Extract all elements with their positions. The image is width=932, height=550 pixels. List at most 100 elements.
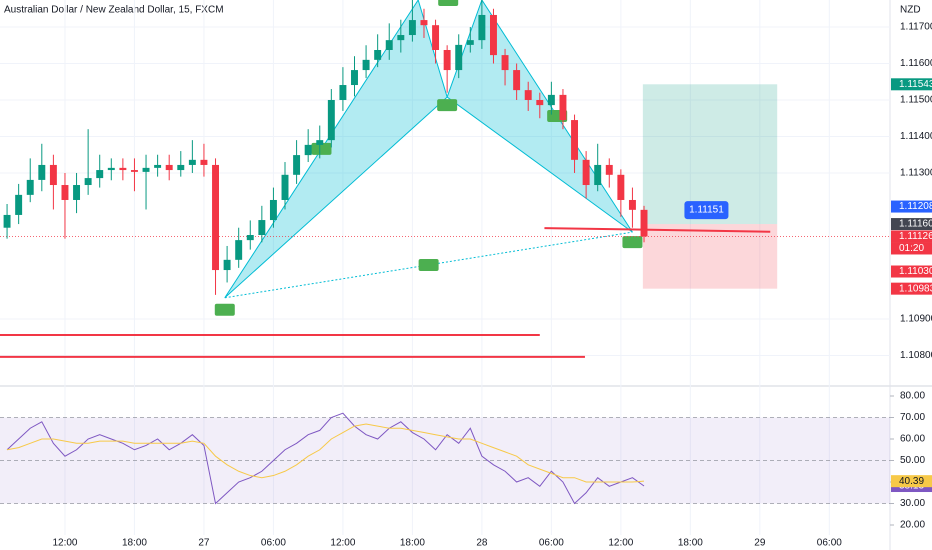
candle-body bbox=[223, 259, 231, 271]
candle-body bbox=[605, 164, 613, 175]
candle-body bbox=[501, 55, 509, 71]
candle-body bbox=[107, 167, 115, 171]
candle-body bbox=[84, 178, 92, 186]
candle-body bbox=[478, 14, 486, 41]
candle-body bbox=[258, 220, 266, 236]
x-tick-label: 27 bbox=[198, 538, 210, 549]
candle-body bbox=[154, 164, 162, 168]
candle-body bbox=[73, 185, 81, 200]
price-tag bbox=[891, 78, 932, 91]
horizontal-line bbox=[544, 227, 771, 233]
y-tick-label: 1.10800 bbox=[900, 350, 932, 361]
candle-body bbox=[408, 20, 416, 36]
candle-body bbox=[281, 174, 289, 200]
price-tag-label: 1.11208 bbox=[899, 201, 932, 212]
countdown-tag bbox=[891, 242, 932, 255]
candle-body bbox=[212, 164, 219, 271]
y-tick-label: 1.11500 bbox=[900, 95, 932, 106]
x-tick-label: 06:00 bbox=[539, 538, 564, 549]
price-tag-label: 1.11543 bbox=[899, 79, 932, 90]
pattern-label bbox=[214, 303, 235, 316]
price-tag bbox=[891, 218, 932, 231]
candle-body bbox=[582, 159, 590, 186]
callout-box bbox=[684, 201, 729, 220]
candle-body bbox=[524, 90, 532, 100]
x-tick-label: 18:00 bbox=[400, 538, 425, 549]
rsi-tick-label: 70.00 bbox=[900, 412, 925, 423]
candle-body bbox=[443, 49, 451, 71]
candle-body bbox=[304, 144, 312, 156]
price-tag-label: 1.11160 bbox=[899, 219, 932, 230]
candle-body bbox=[432, 25, 440, 50]
stop-zone bbox=[642, 224, 778, 289]
candle-body bbox=[316, 140, 324, 145]
x-tick-label: 18:00 bbox=[122, 538, 147, 549]
candle-body bbox=[119, 167, 127, 171]
x-tick-label: 12:00 bbox=[330, 538, 355, 549]
candle-body bbox=[489, 14, 497, 56]
price-tag-label: 1.11030 bbox=[899, 266, 932, 277]
candle-body bbox=[617, 174, 625, 200]
rsi-tick-label: 60.00 bbox=[900, 434, 925, 445]
rsi-tick-label: 30.00 bbox=[900, 498, 925, 509]
candle-body bbox=[269, 199, 277, 221]
candle-body bbox=[293, 155, 301, 175]
rsi-line bbox=[6, 423, 645, 483]
candle-body bbox=[397, 35, 405, 41]
candle-body bbox=[15, 194, 23, 215]
x-tick-label: 12:00 bbox=[52, 538, 77, 549]
candle-body bbox=[3, 214, 11, 228]
y-tick-label: 1.11600 bbox=[900, 58, 932, 69]
target-zone bbox=[642, 84, 778, 225]
pattern-label bbox=[437, 99, 458, 112]
candle-body bbox=[385, 40, 393, 50]
candle-body bbox=[142, 167, 150, 172]
currency-label: NZD bbox=[900, 5, 921, 16]
candle-body bbox=[235, 240, 243, 260]
x-tick-label: 18:00 bbox=[678, 538, 703, 549]
candle-body bbox=[571, 120, 579, 160]
pattern-xd bbox=[224, 231, 633, 299]
rsi-line bbox=[6, 412, 645, 505]
y-tick-label: 1.10900 bbox=[900, 314, 932, 325]
candle-body bbox=[188, 159, 196, 165]
y-tick-label: 1.11400 bbox=[900, 131, 932, 142]
candle-body bbox=[594, 164, 602, 186]
rsi-tag bbox=[891, 475, 932, 488]
candle-body bbox=[455, 44, 463, 71]
candle-body bbox=[362, 59, 370, 71]
candle-body bbox=[26, 179, 34, 195]
rsi-tag-label: 40.39 bbox=[899, 476, 924, 487]
candle-body bbox=[246, 235, 254, 241]
candle-body bbox=[165, 164, 173, 171]
countdown-label: 01:20 bbox=[899, 243, 924, 254]
candle-body bbox=[49, 164, 57, 186]
candle-body bbox=[177, 164, 185, 171]
callout-label: 1.11151 bbox=[689, 205, 724, 216]
x-tick-label: 06:00 bbox=[817, 538, 842, 549]
y-tick-label: 1.11700 bbox=[900, 22, 932, 33]
rsi-tick-label: 20.00 bbox=[900, 520, 925, 531]
price-tag bbox=[891, 200, 932, 213]
candle-body bbox=[466, 40, 474, 45]
pattern-label bbox=[418, 258, 439, 271]
price-tag bbox=[891, 265, 932, 278]
candle-body bbox=[628, 199, 636, 210]
candle-body bbox=[351, 70, 358, 86]
candle-body bbox=[547, 94, 555, 106]
y-tick-label: 1.11300 bbox=[900, 168, 932, 179]
x-tick-label: 28 bbox=[476, 538, 488, 549]
pattern-label bbox=[311, 142, 332, 155]
x-tick-label: 12:00 bbox=[608, 538, 633, 549]
candle-body bbox=[536, 99, 544, 106]
candle-body bbox=[513, 70, 521, 91]
rsi-tick-label: 50.00 bbox=[900, 455, 925, 466]
pattern-label bbox=[622, 236, 643, 249]
price-tag-label: 1.10983 bbox=[899, 283, 932, 294]
price-tag bbox=[891, 230, 932, 243]
x-tick-label: 29 bbox=[754, 538, 766, 549]
candle-body bbox=[130, 170, 138, 172]
rsi-tick-label: 80.00 bbox=[900, 391, 925, 402]
candle-body bbox=[339, 85, 347, 100]
